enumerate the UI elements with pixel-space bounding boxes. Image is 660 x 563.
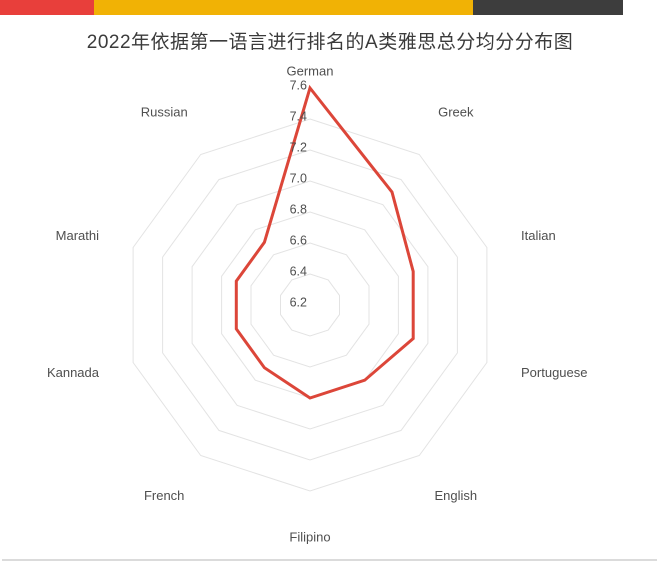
chart-title: 2022年依据第一语言进行排名的A类雅思总分均分分布图: [86, 32, 574, 53]
grid-ring-7.4: [132, 118, 488, 492]
tick-label-7.2: 7.2: [290, 140, 307, 154]
axis-label-german: German: [287, 63, 334, 78]
axis-label-greek: Greek: [438, 105, 474, 120]
bottom-divider: [2, 559, 657, 561]
grid-ring-7.0: [191, 180, 429, 430]
grid-ring-6.4: [280, 273, 340, 337]
top-bar-dark-segment: [473, 0, 623, 15]
grid-ring-7.2: [162, 149, 458, 461]
tick-label-7.4: 7.4: [290, 109, 307, 123]
axis-label-kannada: Kannada: [47, 365, 100, 380]
axis-label-italian: Italian: [521, 228, 556, 243]
grid-ring-6.6: [250, 242, 370, 368]
data-polygon: [234, 84, 415, 400]
grid-ring-6.8: [221, 211, 399, 399]
top-decor-bar: [0, 0, 660, 15]
axis-label-russian: Russian: [141, 105, 188, 120]
axis-label-english: English: [434, 488, 477, 503]
tick-label-6.8: 6.8: [290, 202, 307, 216]
tick-label-6.6: 6.6: [290, 233, 307, 247]
axis-label-marathi: Marathi: [56, 228, 99, 243]
tick-label-7.6: 7.6: [290, 78, 307, 92]
axis-label-french: French: [144, 488, 184, 503]
tick-label-6.4: 6.4: [290, 264, 307, 278]
top-bar-empty-segment: [623, 0, 660, 15]
tick-label-6.2: 6.2: [290, 295, 307, 309]
axis-label-filipino: Filipino: [289, 529, 330, 544]
tick-label-7.0: 7.0: [290, 171, 307, 185]
axis-label-portuguese: Portuguese: [521, 365, 588, 380]
top-bar-red-segment: [0, 0, 94, 15]
top-bar-gold-segment: [94, 0, 473, 15]
